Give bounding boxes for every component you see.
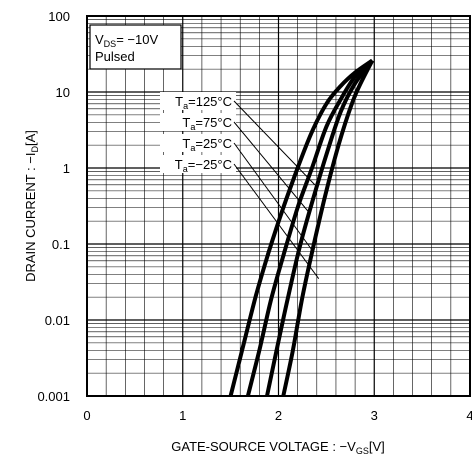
plot-frame — [86, 15, 471, 397]
series-label-text: Ta=75°C — [182, 115, 232, 132]
series-label: Ta=75°C — [160, 113, 311, 215]
pulsed-condition: Pulsed — [95, 49, 135, 64]
y-tick-label: 10 — [56, 85, 70, 100]
x-tick-label: 2 — [275, 408, 282, 423]
series-label: Ta=25°C — [160, 134, 314, 252]
tick-labels: 0 1 2 3 4 0.001 0.01 0.1 1 10 100 — [37, 9, 472, 423]
series-line — [245, 59, 374, 397]
series-label-text: Ta=−25°C — [175, 157, 232, 174]
y-tick-label: 0.001 — [37, 389, 70, 404]
series-group — [228, 58, 375, 397]
leader-line — [233, 121, 311, 215]
y-tick-label: 1 — [63, 161, 70, 176]
series-label-bg — [160, 134, 236, 152]
series-line — [228, 58, 374, 397]
series-label-bg — [160, 113, 236, 131]
series-label: Ta=−25°C — [160, 155, 320, 279]
annotations: Ta=125°C Ta=75°C Ta=25°C Ta=−25°C — [160, 92, 320, 279]
series-label-bg — [160, 155, 236, 173]
x-tick-label: 0 — [83, 408, 90, 423]
leader-line — [233, 163, 320, 279]
leader-line — [233, 100, 316, 186]
series-line — [281, 59, 375, 397]
vds-condition: VDS= −10V — [95, 32, 158, 49]
x-tick-label: 3 — [371, 408, 378, 423]
series-label-text: Ta=25°C — [182, 136, 232, 153]
series-line — [265, 59, 374, 397]
y-tick-label: 100 — [48, 9, 70, 24]
x-axis-label: GATE-SOURCE VOLTAGE : −VGS[V] — [171, 439, 385, 456]
series-label-bg — [160, 92, 236, 110]
leader-line — [233, 142, 314, 252]
plot-border — [86, 15, 471, 397]
series-label-text: Ta=125°C — [175, 94, 232, 111]
x-tick-label: 4 — [466, 408, 472, 423]
y-axis-label: DRAIN CURRENT : −ID[A] — [23, 130, 40, 282]
conditions-box: VDS= −10V Pulsed — [89, 24, 182, 70]
y-tick-label: 0.01 — [45, 313, 70, 328]
y-tick-label: 0.1 — [52, 237, 70, 252]
x-tick-label: 1 — [179, 408, 186, 423]
series-label: Ta=125°C — [160, 92, 316, 186]
